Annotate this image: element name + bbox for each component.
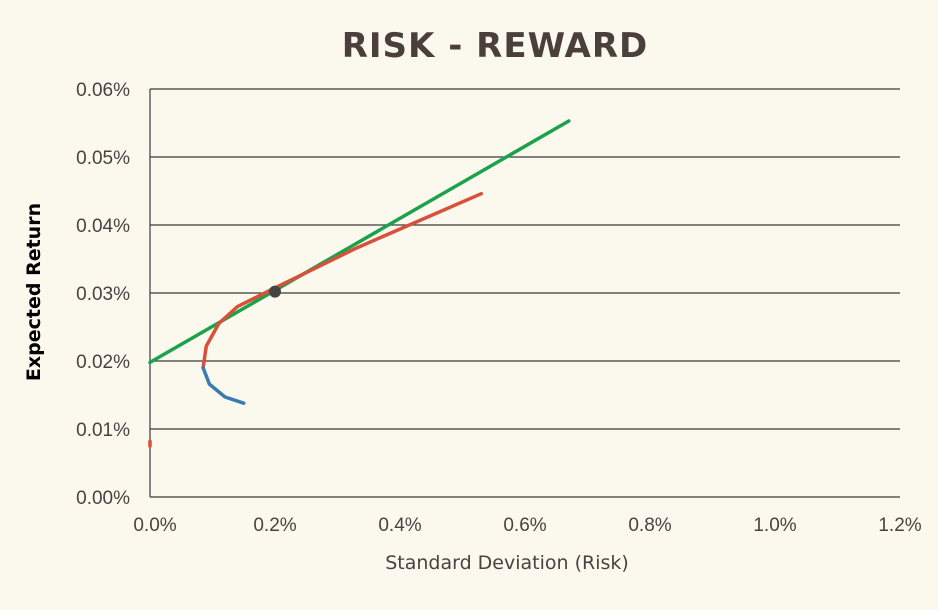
x-tick-labels: 0.0% 0.2% 0.4% 0.6% 0.8% 1.0% 1.2% bbox=[133, 515, 921, 536]
x-tick-label: 0.2% bbox=[253, 515, 296, 536]
series-line-efficient-frontier bbox=[201, 191, 484, 370]
y-tick-label: 0.05% bbox=[76, 148, 130, 169]
gridlines bbox=[150, 88, 900, 430]
y-tick-label: 0.03% bbox=[76, 284, 130, 305]
y-axis-label: Expected Return bbox=[23, 203, 45, 381]
x-tick-label: 0.0% bbox=[133, 515, 176, 536]
y-tick-label: 0.02% bbox=[76, 352, 130, 373]
series-group bbox=[148, 119, 571, 448]
series-line-inefficient-portion bbox=[201, 366, 246, 405]
y-tick-label: 0.04% bbox=[76, 216, 130, 237]
x-tick-label: 0.8% bbox=[628, 515, 671, 536]
x-tick-label: 0.4% bbox=[378, 515, 421, 536]
x-tick-label: 1.0% bbox=[753, 515, 796, 536]
point-tangency-portfolio bbox=[269, 285, 281, 298]
y-tick-labels: 0.00% 0.01% 0.02% 0.03% 0.04% 0.05% 0.06% bbox=[76, 80, 130, 509]
x-tick-label: 1.2% bbox=[878, 515, 921, 536]
y-tick-label: 0.06% bbox=[76, 80, 130, 101]
y-tick-label: 0.01% bbox=[76, 420, 130, 441]
x-axis-label: Standard Deviation (Risk) bbox=[385, 552, 629, 574]
y-tick-label: 0.00% bbox=[76, 488, 130, 509]
x-tick-label: 0.6% bbox=[503, 515, 546, 536]
points-group bbox=[269, 285, 281, 298]
axes bbox=[149, 89, 900, 498]
chart-title: RISK - REWARD bbox=[342, 26, 649, 66]
